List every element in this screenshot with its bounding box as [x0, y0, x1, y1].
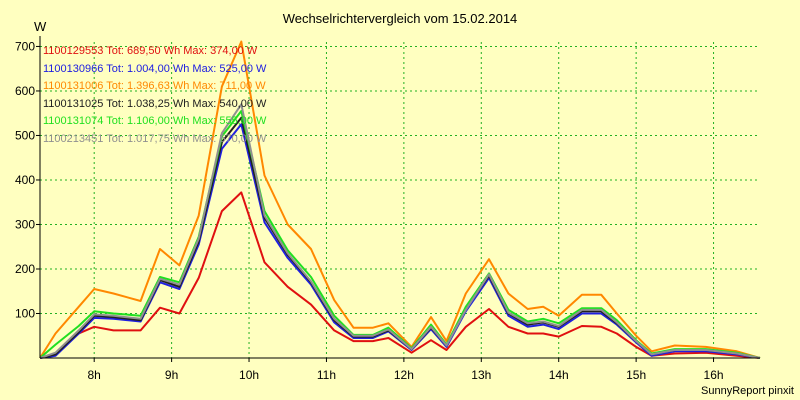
y-tick-label: 600 [15, 84, 35, 98]
x-tick-label: 11h [317, 368, 336, 382]
legend-entry-1100131074: 1100131074 Tot: 1.106,00 Wh Max: 555,00 … [43, 115, 267, 127]
grid-lines [40, 42, 760, 358]
x-tick-label: 16h [704, 368, 724, 382]
y-axis-unit: W [34, 19, 47, 34]
legend-entry-1100130966: 1100130966 Tot: 1.004,00 Wh Max: 525,00 … [43, 62, 267, 75]
series-line-1100129553 [39, 191, 761, 359]
chart-title: Wechselrichtervergleich vom 15.02.2014 [282, 11, 518, 26]
y-tick-label: 700 [15, 39, 35, 53]
x-tick-label: 8h [88, 368, 101, 382]
y-tick-labels: 100 200 300 400 500 600 700 [15, 39, 35, 320]
x-tick-label: 12h [394, 368, 414, 382]
axes [36, 36, 760, 362]
x-tick-label: 14h [549, 368, 569, 382]
legend-entry-1100131006: 1100131006 Tot: 1.396,63 Wh Max: 711,00 … [43, 80, 266, 92]
legend-entry-1100131025: 1100131025 Tot: 1.038,25 Wh Max: 540,00 … [43, 97, 267, 110]
legend-entry-1100213451: 1100213451 Tot: 1.017,75 Wh Max: 570,00 … [43, 132, 267, 145]
x-tick-label: 13h [471, 368, 491, 382]
x-tick-label: 15h [626, 368, 646, 382]
y-tick-label: 300 [15, 217, 35, 231]
series-lines [39, 40, 761, 359]
y-tick-label: 200 [15, 262, 35, 276]
x-tick-label: 10h [239, 368, 259, 382]
y-tick-label: 100 [15, 306, 35, 320]
series-line-1100131006 [39, 40, 761, 359]
y-tick-label: 500 [15, 128, 35, 142]
y-tick-label: 400 [15, 173, 35, 187]
footer-credit: SunnyReport pinxit [701, 385, 794, 397]
legend: 1100129553 Tot: 689,50 Wh Max: 374,00 W 1… [43, 43, 266, 148]
x-tick-labels: 8h 9h 10h 11h 12h 13h 14h 15h 16h [88, 368, 724, 382]
legend-entry-1100129553: 1100129553 Tot: 689,50 Wh Max: 374,00 W [43, 45, 258, 57]
x-tick-label: 9h [165, 368, 178, 382]
series-line-1100213451 [39, 103, 761, 359]
